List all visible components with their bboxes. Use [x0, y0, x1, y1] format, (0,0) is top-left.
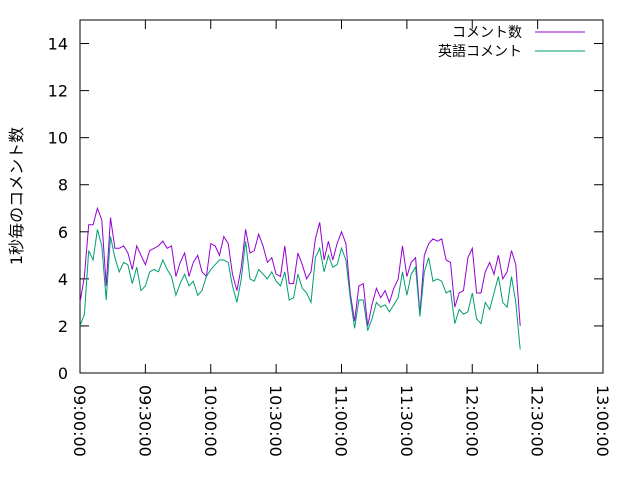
x-tick-label: 12:00:00: [462, 385, 481, 457]
y-tick-label: 4: [58, 270, 68, 289]
y-axis-label: 1秒毎のコメント数: [7, 127, 26, 265]
y-axis: 0 2 4 6 8 10 12 14: [48, 35, 603, 383]
x-tick-label: 13:00:00: [593, 385, 612, 457]
x-tick-label: 11:30:00: [397, 385, 416, 457]
x-tick-label: 09:30:00: [135, 385, 154, 457]
y-tick-label: 6: [58, 223, 68, 242]
y-tick-label: 8: [58, 176, 68, 195]
plot-frame: [79, 19, 604, 374]
y-tick-label: 10: [48, 129, 68, 148]
legend-label-2: 英語コメント: [438, 43, 522, 60]
series-layer: [79, 206, 521, 350]
x-axis: 09:00:00 09:30:00 10:00:00 10:30:00 11:00:00…: [70, 20, 612, 457]
y-tick-label: 0: [58, 364, 68, 383]
series-line-1: [79, 206, 521, 326]
x-tick-label: 11:00:00: [332, 385, 351, 457]
series-line-2: [79, 229, 521, 350]
y-tick-label: 14: [48, 35, 68, 54]
x-tick-label: 10:30:00: [266, 385, 285, 457]
x-tick-label: 09:00:00: [70, 385, 89, 457]
legend-label-1: コメント数: [452, 25, 522, 41]
x-tick-label: 12:30:00: [528, 385, 547, 457]
y-tick-label: 12: [48, 82, 68, 101]
x-tick-label: 10:00:00: [201, 385, 220, 457]
y-tick-label: 2: [58, 317, 68, 336]
